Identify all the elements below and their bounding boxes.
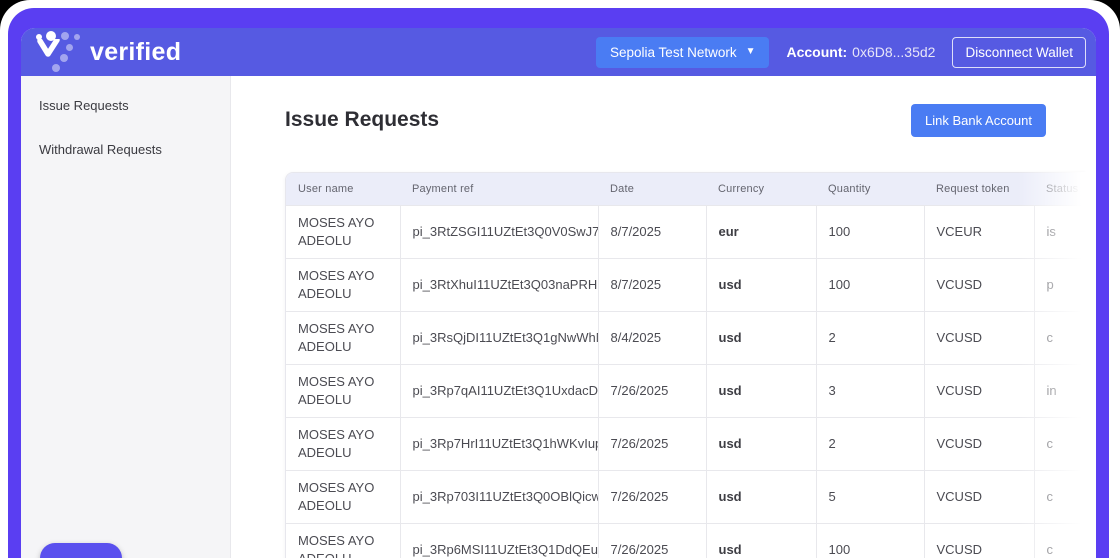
column-status: Status xyxy=(1034,173,1085,206)
cell-status: in xyxy=(1033,364,1085,418)
cell-currency: eur xyxy=(705,205,816,259)
cell-user-name: MOSES AYO ADEOLU xyxy=(286,523,400,558)
cell-user-name: MOSES AYO ADEOLU xyxy=(286,417,400,471)
cell-date: 8/4/2025 xyxy=(597,311,706,365)
cell-quantity: 5 xyxy=(815,470,924,524)
cell-payment-ref: pi_3Rp6MSI11UZtEt3Q1DdQEuWF xyxy=(399,523,598,558)
chevron-down-icon: ▼ xyxy=(745,46,756,57)
cell-user-name: MOSES AYO ADEOLU xyxy=(286,258,400,312)
table-row[interactable]: MOSES AYO ADEOLU pi_3Rp7HrI11UZtEt3Q1hWK… xyxy=(286,417,1085,471)
table-row[interactable]: MOSES AYO ADEOLU pi_3RsQjDI11UZtEt3Q1gNw… xyxy=(286,311,1085,365)
column-currency: Currency xyxy=(706,173,816,206)
cell-payment-ref: pi_3Rp7HrI11UZtEt3Q1hWKvIup xyxy=(399,417,598,471)
account-label: Account: xyxy=(786,44,848,60)
column-user-name: User name xyxy=(286,173,400,206)
verified-logo-icon xyxy=(35,31,81,73)
cell-quantity: 100 xyxy=(815,523,924,558)
cell-currency: usd xyxy=(705,470,816,524)
body-row: Issue Requests Withdrawal Requests Issue… xyxy=(21,76,1096,558)
column-request-token: Request token xyxy=(924,173,1034,206)
cell-status: c xyxy=(1033,470,1085,524)
help-widget-button[interactable] xyxy=(40,543,122,558)
verified-logo[interactable]: verified xyxy=(35,31,181,73)
cell-quantity: 2 xyxy=(815,417,924,471)
cell-date: 7/26/2025 xyxy=(597,364,706,418)
table-header-row: User name Payment ref Date Currency Quan… xyxy=(286,173,1085,206)
cell-user-name: MOSES AYO ADEOLU xyxy=(286,311,400,365)
column-quantity: Quantity xyxy=(816,173,924,206)
cell-date: 7/26/2025 xyxy=(597,470,706,524)
cell-quantity: 100 xyxy=(815,205,924,259)
app-window: verified Sepolia Test Network ▼ Account:… xyxy=(21,28,1096,558)
network-selector-button[interactable]: Sepolia Test Network ▼ xyxy=(596,36,770,68)
issue-requests-table: User name Payment ref Date Currency Quan… xyxy=(286,173,1085,558)
network-selector-label: Sepolia Test Network xyxy=(610,44,737,60)
cell-request-token: VCEUR xyxy=(923,205,1034,259)
issue-requests-table-card: User name Payment ref Date Currency Quan… xyxy=(285,172,1085,558)
cell-payment-ref: pi_3RsQjDI11UZtEt3Q1gNwWhM7 xyxy=(399,311,598,365)
cell-currency: usd xyxy=(705,258,816,312)
purple-frame: verified Sepolia Test Network ▼ Account:… xyxy=(8,8,1109,558)
column-payment-ref: Payment ref xyxy=(400,173,598,206)
account-display: Account: 0x6D8...35d2 xyxy=(786,44,935,60)
sidebar-item-issue-requests[interactable]: Issue Requests xyxy=(39,98,129,113)
cell-request-token: VCUSD xyxy=(923,364,1034,418)
cell-status: c xyxy=(1033,311,1085,365)
column-date: Date xyxy=(598,173,706,206)
cell-date: 7/26/2025 xyxy=(597,417,706,471)
appbar-right-group: Sepolia Test Network ▼ Account: 0x6D8...3… xyxy=(596,36,1086,68)
sidebar: Issue Requests Withdrawal Requests xyxy=(21,76,231,558)
cell-currency: usd xyxy=(705,364,816,418)
table-row[interactable]: MOSES AYO ADEOLU pi_3RtZSGI11UZtEt3Q0V0S… xyxy=(286,205,1085,259)
cell-request-token: VCUSD xyxy=(923,470,1034,524)
cell-date: 7/26/2025 xyxy=(597,523,706,558)
cell-payment-ref: pi_3Rp703I11UZtEt3Q0OBlQicw xyxy=(399,470,598,524)
cell-request-token: VCUSD xyxy=(923,523,1034,558)
table-row[interactable]: MOSES AYO ADEOLU pi_3Rp703I11UZtEt3Q0OBl… xyxy=(286,470,1085,524)
cell-currency: usd xyxy=(705,523,816,558)
account-address: 0x6D8...35d2 xyxy=(852,44,936,60)
cell-status: c xyxy=(1033,417,1085,471)
table-row[interactable]: MOSES AYO ADEOLU pi_3Rp7qAI11UZtEt3Q1Uxd… xyxy=(286,364,1085,418)
cell-currency: usd xyxy=(705,417,816,471)
cell-quantity: 100 xyxy=(815,258,924,312)
cell-currency: usd xyxy=(705,311,816,365)
table-row[interactable]: MOSES AYO ADEOLU pi_3RtXhuI11UZtEt3Q03na… xyxy=(286,258,1085,312)
cell-payment-ref: pi_3RtZSGI11UZtEt3Q0V0SwJ7i xyxy=(399,205,598,259)
cell-date: 8/7/2025 xyxy=(597,205,706,259)
cell-user-name: MOSES AYO ADEOLU xyxy=(286,364,400,418)
cell-payment-ref: pi_3RtXhuI11UZtEt3Q03naPRHp xyxy=(399,258,598,312)
cell-request-token: VCUSD xyxy=(923,258,1034,312)
cell-payment-ref: pi_3Rp7qAI11UZtEt3Q1UxdacD5 xyxy=(399,364,598,418)
logo-wordmark: verified xyxy=(90,37,182,66)
cell-status: c xyxy=(1033,523,1085,558)
disconnect-wallet-button[interactable]: Disconnect Wallet xyxy=(952,36,1086,68)
sidebar-item-withdrawal-requests[interactable]: Withdrawal Requests xyxy=(39,142,162,157)
cell-user-name: MOSES AYO ADEOLU xyxy=(286,470,400,524)
cell-status: p xyxy=(1033,258,1085,312)
page-title: Issue Requests xyxy=(285,108,440,131)
cell-quantity: 3 xyxy=(815,364,924,418)
top-app-bar: verified Sepolia Test Network ▼ Account:… xyxy=(21,28,1096,76)
table-row[interactable]: MOSES AYO ADEOLU pi_3Rp6MSI11UZtEt3Q1DdQ… xyxy=(286,523,1085,558)
title-row: Issue Requests Link Bank Account xyxy=(285,102,1096,138)
cell-quantity: 2 xyxy=(815,311,924,365)
cell-user-name: MOSES AYO ADEOLU xyxy=(286,205,400,259)
cell-request-token: VCUSD xyxy=(923,417,1034,471)
cell-request-token: VCUSD xyxy=(923,311,1034,365)
cell-date: 8/7/2025 xyxy=(597,258,706,312)
link-bank-account-button[interactable]: Link Bank Account xyxy=(911,103,1046,137)
cell-status: is xyxy=(1033,205,1085,259)
main-content: Issue Requests Link Bank Account User xyxy=(231,76,1096,558)
